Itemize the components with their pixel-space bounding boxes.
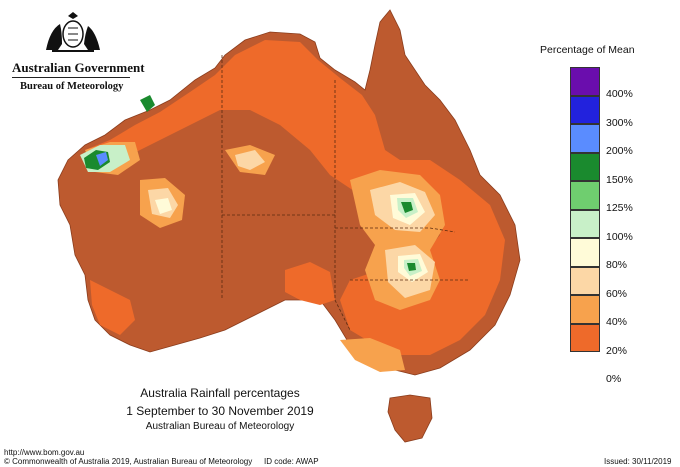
- legend-swatch: [570, 323, 600, 352]
- legend-title: Percentage of Mean: [540, 44, 635, 56]
- rainfall-band-very-high-kimberley: [96, 152, 108, 166]
- legend-label: 300%: [606, 116, 633, 129]
- map-title: Australia Rainfall percentages: [140, 386, 300, 400]
- legend-swatch: [570, 67, 600, 96]
- legend-label: 125%: [606, 202, 633, 214]
- legend-swatch: [570, 295, 600, 324]
- legend-swatch: [570, 209, 600, 238]
- legend-swatch: [570, 181, 600, 210]
- rainfall-band-60-80-nt: [235, 150, 265, 170]
- bom-url[interactable]: http://www.bom.gov.au: [4, 448, 85, 457]
- rainfall-band-well-above-northwest: [140, 95, 155, 112]
- legend-swatch: [570, 124, 600, 153]
- rainfall-band-20-40-sa: [285, 262, 335, 305]
- rainfall-band-well-above-nsw: [407, 263, 416, 271]
- legend-label: 40%: [606, 316, 628, 328]
- logo-divider: [12, 77, 130, 78]
- legend-swatch: [570, 266, 600, 295]
- rainfall-band-40-60-se: [340, 338, 405, 372]
- tasmania: [387, 394, 433, 443]
- legend-label: 20%: [606, 344, 628, 357]
- legend-label: 100%: [606, 230, 633, 243]
- government-logo: [8, 10, 138, 59]
- coat-of-arms-icon: [46, 12, 100, 52]
- legend-swatch: [570, 238, 600, 267]
- legend-label: 400%: [606, 88, 633, 100]
- legend-color-scale: [570, 67, 600, 352]
- footer: © Commonwealth of Australia 2019, Austra…: [0, 457, 680, 467]
- rainfall-band-well-above-qld: [401, 202, 413, 213]
- id-code: ID code: AWAP: [264, 457, 319, 466]
- copyright-text: © Commonwealth of Australia 2019, Austra…: [4, 457, 253, 466]
- government-name: Australian Government: [12, 60, 145, 75]
- map-source: Australian Bureau of Meteorology: [145, 421, 295, 432]
- legend-label: 200%: [606, 145, 633, 157]
- legend-label: 80%: [606, 259, 628, 271]
- legend-swatch: [570, 95, 600, 124]
- issued-date: Issued: 30/11/2019: [604, 457, 672, 466]
- bureau-name: Bureau of Meteorology: [20, 81, 124, 92]
- state-borders: [221, 55, 470, 331]
- rainfall-band-20-40-south: [90, 280, 135, 335]
- rainfall-band-80-100: [155, 198, 172, 214]
- map-period: 1 September to 30 November 2019: [126, 404, 314, 418]
- legend-label: 0%: [606, 373, 622, 385]
- legend-swatch: [570, 152, 600, 181]
- legend-label: 150%: [606, 173, 633, 186]
- legend-label: 60%: [606, 287, 628, 300]
